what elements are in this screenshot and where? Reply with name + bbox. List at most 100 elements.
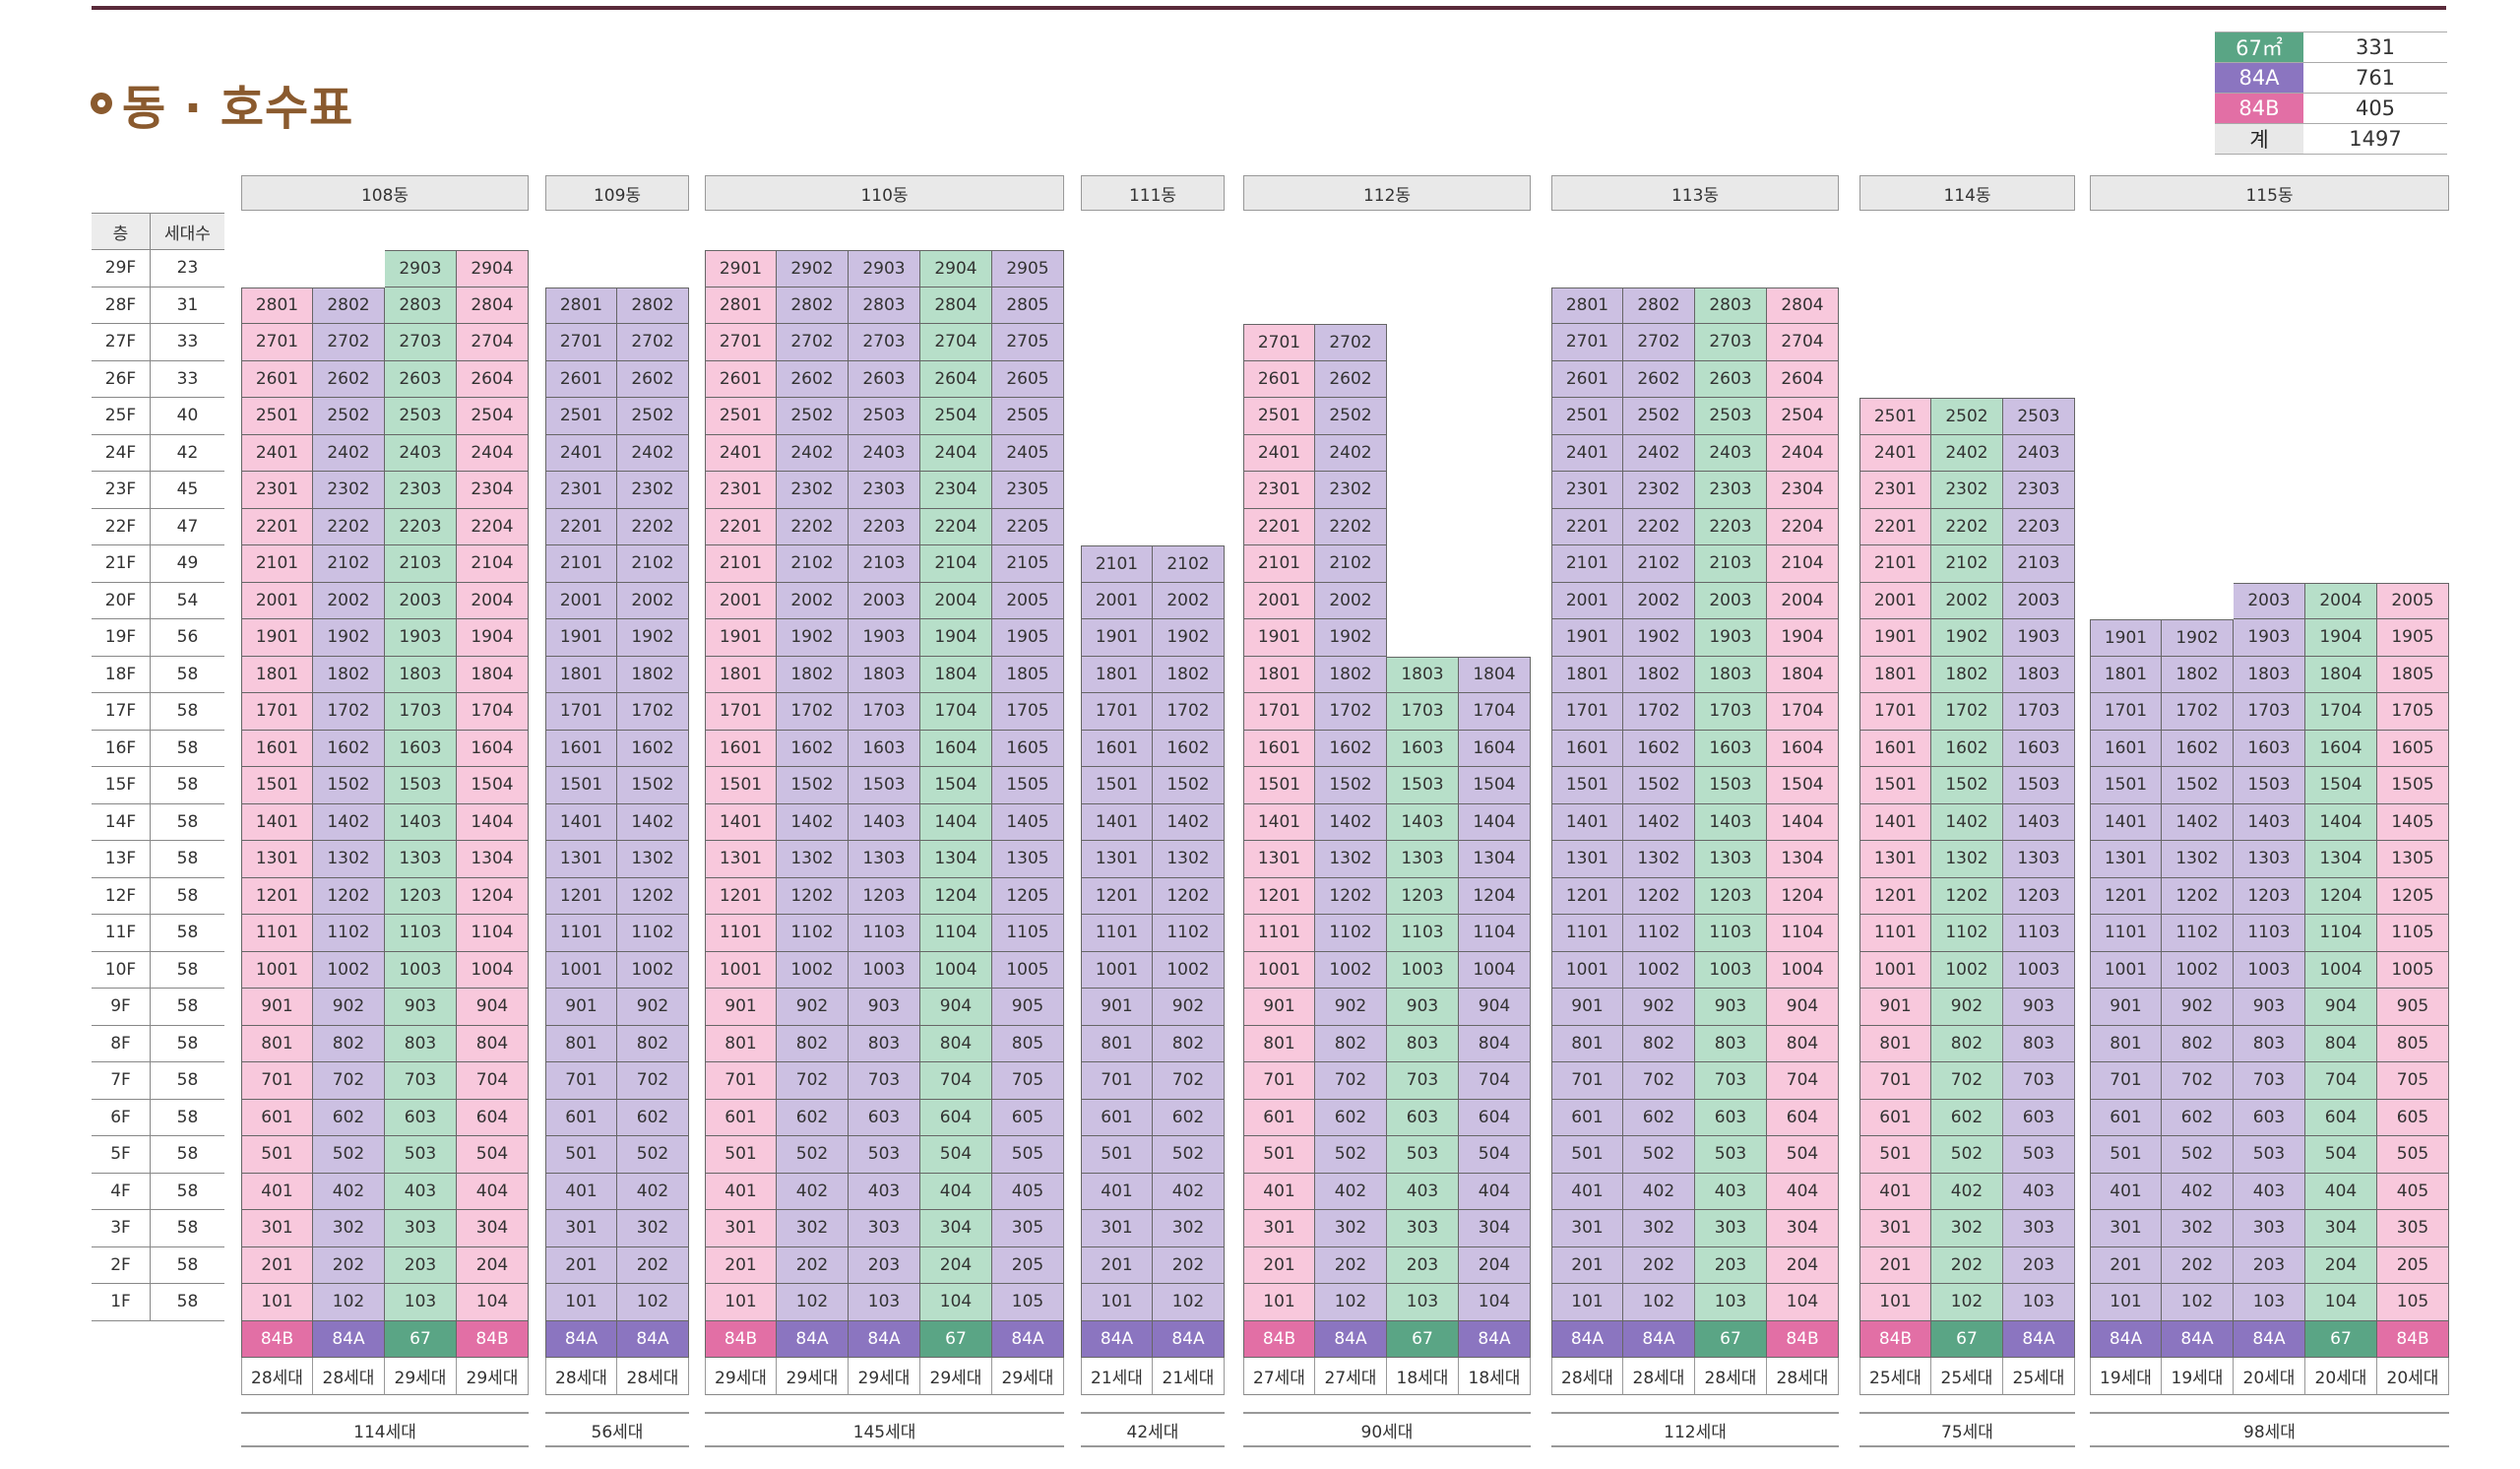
unit-cell: 1805 [2377,656,2449,693]
unit-cell: 1702 [2162,693,2234,731]
unit-cell: 1901 [545,619,617,657]
unit-cell: 1405 [2377,803,2449,841]
unit-cell: 102 [777,1284,849,1321]
unit-cell: 1201 [1551,877,1623,915]
unit-cell: 1902 [313,619,385,657]
unit-cell: 2905 [992,250,1064,287]
unit-cell: 1104 [1767,915,1839,952]
unit-cell: 605 [2377,1099,2449,1136]
unit-cell: 801 [1551,1025,1623,1062]
line-type: 84A [2090,1320,2162,1358]
unit-cell: 1703 [2234,693,2305,731]
unit-cell: 1001 [545,951,617,989]
unit-cell: 702 [1315,1062,1387,1100]
households-header: 세대수 [151,213,224,250]
unit-cell: 1401 [1859,803,1931,841]
unit-cell: 1103 [2003,915,2075,952]
unit-cell: 203 [849,1246,920,1284]
unit-cell: 2302 [1315,472,1387,509]
unit-cell: 2501 [545,398,617,435]
unit-cell: 603 [1695,1099,1767,1136]
unit-cell: 802 [1153,1025,1225,1062]
unit-cell: 1603 [1387,730,1459,767]
unit-cell: 1902 [1315,619,1387,657]
unit-cell: 901 [1859,989,1931,1026]
unit-cell: 2004 [2305,582,2377,619]
unit-cell: 2402 [1931,434,2003,472]
unit-cell: 904 [457,989,529,1026]
unit-cell: 603 [849,1099,920,1136]
unit-cell: 302 [617,1210,689,1247]
unit-cell: 1902 [617,619,689,657]
unit-cell: 104 [1767,1284,1839,1321]
unit-cell: 901 [1243,989,1315,1026]
unit-cell: 1303 [1387,841,1459,878]
unit-cell: 1605 [2377,730,2449,767]
unit-cell: 204 [1767,1246,1839,1284]
unit-cell: 1401 [705,803,777,841]
unit-cell: 1601 [241,730,313,767]
floor-label: 21F [92,545,151,583]
unit-cell: 402 [313,1173,385,1210]
unit-cell: 2201 [241,508,313,545]
unit-cell: 1504 [1767,767,1839,804]
unit-cell: 1003 [849,951,920,989]
unit-cell: 2805 [992,287,1064,324]
unit-cell: 2103 [385,545,457,583]
legend-row: 84B 405 [2215,93,2447,124]
legend-row: 계 1497 [2215,123,2447,155]
unit-cell: 2602 [1623,360,1695,398]
unit-cell: 1901 [2090,619,2162,657]
unit-cell: 201 [1081,1246,1153,1284]
unit-cell: 1402 [1315,803,1387,841]
unit-cell: 2302 [313,472,385,509]
line-household-count: 28세대 [1551,1358,1623,1395]
unit-cell: 1202 [1931,877,2003,915]
unit-cell: 105 [2377,1284,2449,1321]
unit-cell: 901 [1551,989,1623,1026]
unit-cell: 601 [2090,1099,2162,1136]
unit-cell: 2601 [241,360,313,398]
unit-cell: 1004 [920,951,992,989]
unit-cell: 502 [617,1136,689,1174]
unit-cell: 1503 [2003,767,2075,804]
unit-cell: 801 [241,1025,313,1062]
unit-cell: 202 [1623,1246,1695,1284]
unit-cell: 2402 [1315,434,1387,472]
line-household-count: 20세대 [2377,1358,2449,1395]
unit-cell: 1704 [1459,693,1531,731]
floor-household-count: 40 [151,398,224,435]
unit-cell: 2502 [1623,398,1695,435]
floor-household-count: 31 [151,287,224,324]
line-type: 84B [1859,1320,1931,1358]
unit-cell: 203 [385,1246,457,1284]
unit-cell: 504 [2305,1136,2377,1174]
unit-cell: 2002 [617,582,689,619]
unit-cell: 802 [777,1025,849,1062]
unit-cell: 2502 [1315,398,1387,435]
floor-label: 28F [92,287,151,324]
unit-cell: 2803 [849,287,920,324]
unit-cell: 1701 [1243,693,1315,731]
unit-cell: 602 [1623,1099,1695,1136]
unit-cell: 1303 [1695,841,1767,878]
unit-cell: 403 [2003,1173,2075,1210]
unit-cell: 2002 [1153,582,1225,619]
unit-cell: 2702 [617,324,689,361]
unit-cell: 1803 [1695,656,1767,693]
unit-cell: 503 [2003,1136,2075,1174]
unit-cell: 1801 [1551,656,1623,693]
unit-cell: 703 [385,1062,457,1100]
unit-cell: 902 [1931,989,2003,1026]
unit-cell: 501 [1551,1136,1623,1174]
unit-cell: 1602 [617,730,689,767]
line-household-count: 29세대 [457,1358,529,1395]
unit-cell: 2802 [777,287,849,324]
unit-cell: 1401 [1551,803,1623,841]
unit-cell: 1204 [1459,877,1531,915]
unit-cell: 705 [992,1062,1064,1100]
unit-cell: 302 [2162,1210,2234,1247]
unit-cell: 2402 [1623,434,1695,472]
unit-cell: 1501 [2090,767,2162,804]
unit-cell: 1401 [241,803,313,841]
